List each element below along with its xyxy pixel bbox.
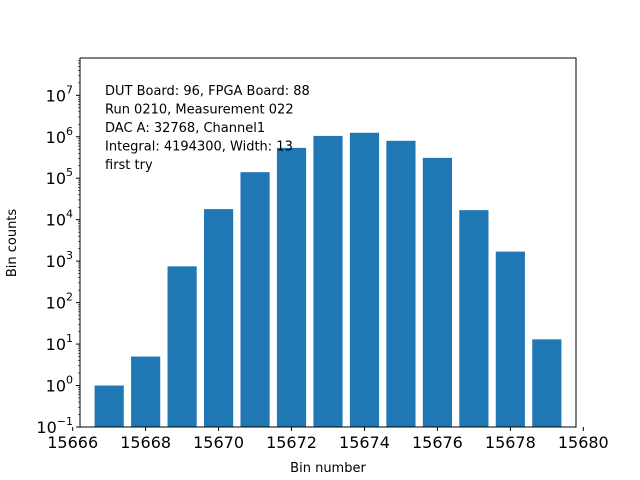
y-tick-label: 100 xyxy=(46,374,73,396)
annotation-line: first try xyxy=(105,158,153,173)
y-tick-label: 103 xyxy=(46,249,73,271)
bar-15667 xyxy=(94,385,124,427)
bar-15676 xyxy=(422,157,452,427)
plot-frame xyxy=(79,57,577,428)
y-tick-label: 101 xyxy=(46,332,73,354)
x-tick-label: 15670 xyxy=(193,433,244,452)
y-tick-label: 102 xyxy=(46,291,73,313)
x-tick-label: 15674 xyxy=(339,433,390,452)
bar-15671 xyxy=(240,172,270,427)
bar-15673 xyxy=(313,135,343,427)
bar-15668 xyxy=(131,356,161,427)
x-tick-label: 15668 xyxy=(120,433,171,452)
bar-15678 xyxy=(495,251,525,427)
y-tick-label: 107 xyxy=(46,83,73,105)
x-tick-label: 15676 xyxy=(412,433,463,452)
annotation-line: DUT Board: 96, FPGA Board: 88 xyxy=(105,84,310,99)
y-tick-label: 105 xyxy=(46,166,73,188)
bar-15674 xyxy=(349,132,380,427)
x-tick-label: 15672 xyxy=(266,433,317,452)
x-tick-label: 15680 xyxy=(558,433,609,452)
x-tick-label: 15678 xyxy=(485,433,536,452)
bar-15670 xyxy=(204,209,234,427)
y-axis-label: Bin counts xyxy=(5,209,20,278)
y-tick-label: 106 xyxy=(46,125,73,147)
y-tick-label: 104 xyxy=(46,208,73,230)
bar-15672 xyxy=(276,147,307,427)
annotation-block: DUT Board: 96, FPGA Board: 88 Run 0210, M… xyxy=(105,84,310,173)
bar-15675 xyxy=(386,140,416,428)
bars-group xyxy=(94,132,562,428)
x-tick-label: 15666 xyxy=(47,433,98,452)
bar-15669 xyxy=(167,266,197,427)
annotation-line: Integral: 4194300, Width: 13 xyxy=(105,140,293,155)
bar-15677 xyxy=(459,210,489,427)
annotation-line: DAC A: 32768, Channel1 xyxy=(105,121,265,136)
x-axis-label: Bin number xyxy=(290,461,366,476)
annotation-line: Run 0210, Measurement 022 xyxy=(105,103,294,118)
x-axis-ticks: 15666 15668 15670 15672 15674 15676 15678 15680 xyxy=(47,427,609,452)
bar-15679 xyxy=(532,339,562,427)
